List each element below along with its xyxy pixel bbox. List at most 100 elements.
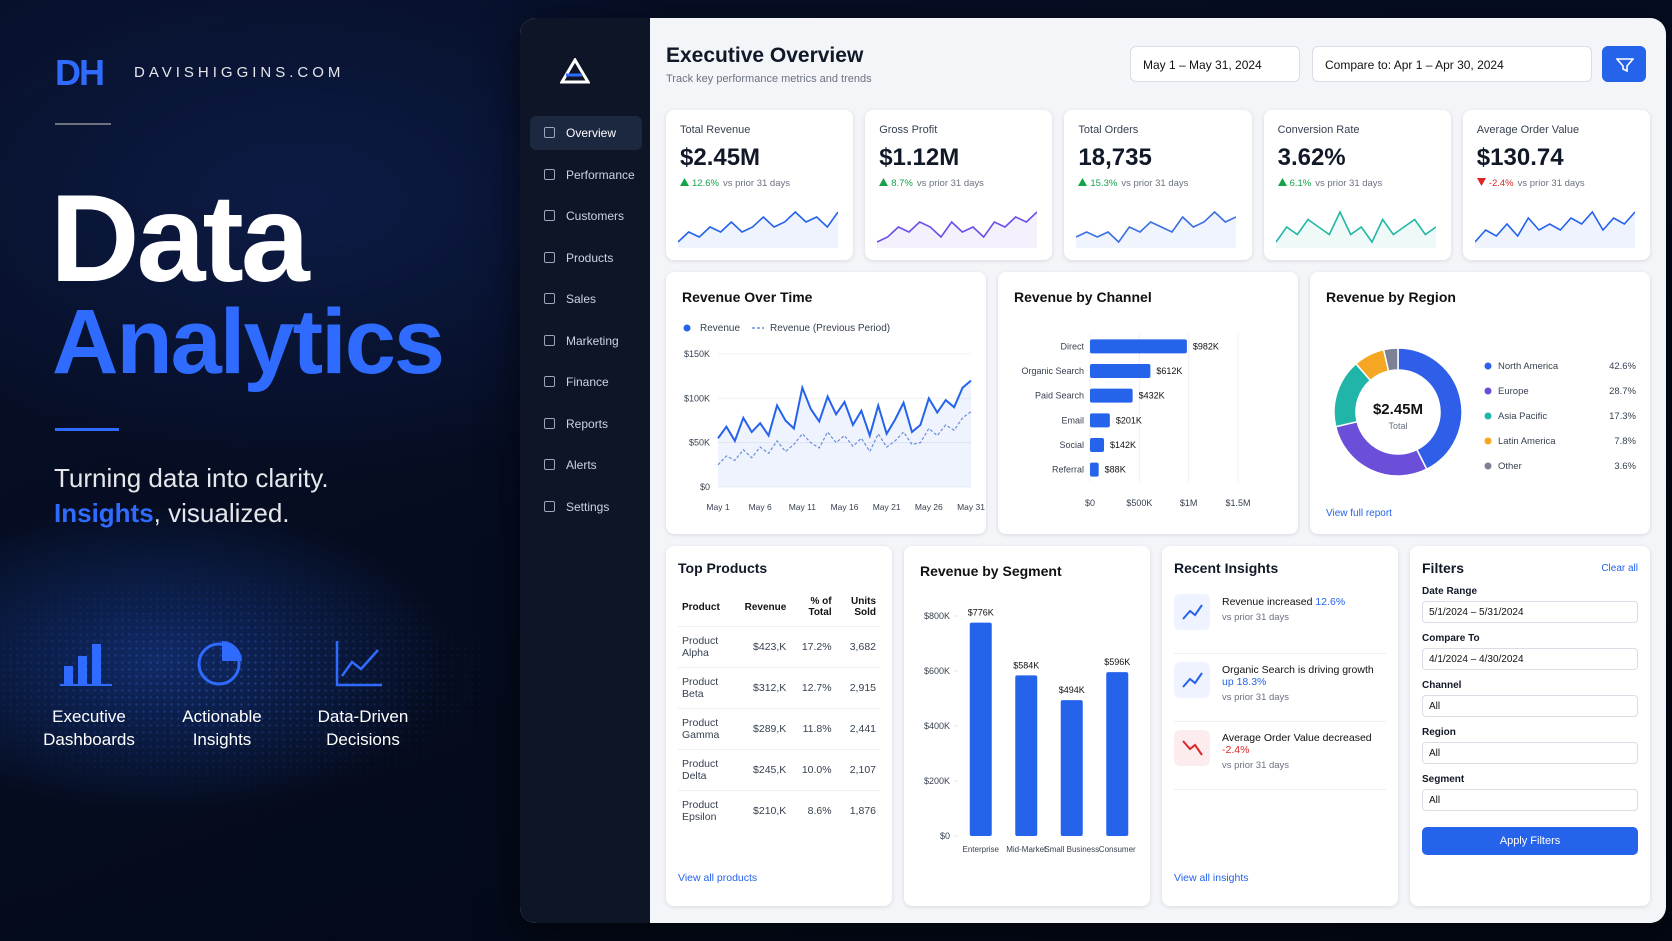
value-label: $494K <box>1059 685 1085 695</box>
insight-text: Average Order Value decreased -2.4% <box>1222 732 1386 756</box>
table-cell: 11.8% <box>790 708 836 750</box>
change-value: -2.4% <box>1488 178 1514 189</box>
trend-arrow <box>1078 178 1088 186</box>
bar <box>1060 700 1083 836</box>
filter-icon <box>1616 58 1634 72</box>
trend-arrow <box>680 178 689 186</box>
y-tick-label: $800K <box>924 611 950 621</box>
column-header: % of Total <box>808 596 832 618</box>
filter-input[interactable]: 5/1/2024 – 5/31/2024 <box>1422 601 1638 623</box>
nav-item[interactable]: Products <box>530 241 642 275</box>
legend-item: Revenue <box>683 323 740 334</box>
report-link[interactable]: View full report <box>1326 508 1392 519</box>
value-label: $982K <box>1193 341 1219 351</box>
filter-input[interactable]: All <box>1422 695 1638 717</box>
value-label: $201K <box>1116 415 1142 425</box>
value-label: 28.7% <box>1609 386 1636 397</box>
table-cell: 10.0% <box>790 749 836 791</box>
center-value: $2.45M <box>1373 401 1423 418</box>
legend-label: Other <box>1498 461 1522 472</box>
insight-text: Organic Search is driving growth up 18.3… <box>1222 664 1386 688</box>
compare-select[interactable]: Compare to: Apr 1 – Apr 30, 2024 <box>1312 46 1592 82</box>
x-tick-label: Enterprise <box>963 845 1000 854</box>
table-cell: Product Epsilon <box>678 790 741 831</box>
x-tick-label: $0 <box>1085 498 1095 508</box>
filter-input[interactable]: 4/1/2024 – 4/30/2024 <box>1422 648 1638 670</box>
kpi-label: Total Orders <box>1078 124 1139 136</box>
sparkline-area <box>877 212 1038 248</box>
page-title: Executive Overview <box>666 44 864 67</box>
x-tick-label: May 11 <box>789 502 817 512</box>
y-tick-label: Social <box>1059 440 1084 450</box>
x-tick-label: May 1 <box>706 502 729 512</box>
x-tick-label: $1M <box>1180 498 1198 508</box>
nav-label: Reports <box>566 416 609 431</box>
insight-message: Revenue increased <box>1222 596 1313 608</box>
sparkline-area <box>1474 212 1635 248</box>
trend-arrow <box>1476 178 1486 186</box>
kpi-label: Total Revenue <box>680 124 751 136</box>
card: Revenue Over Time Revenue Revenue (Previou… <box>666 272 986 534</box>
insight-icon <box>1174 662 1210 698</box>
kpi-change: 15.3% vs prior 31 days <box>1078 178 1237 189</box>
insight-glyph <box>1182 604 1203 620</box>
kpi-card: Total Revenue $2.45M 12.6% vs prior 31 days <box>666 110 854 260</box>
nav-item[interactable]: Sales <box>530 282 642 316</box>
feature-icon <box>60 644 112 686</box>
sparkline-line <box>877 211 1038 243</box>
filter-input[interactable]: All <box>1422 789 1638 811</box>
filter-input[interactable]: All <box>1422 742 1638 764</box>
value-label: $584K <box>1013 660 1039 670</box>
nav-item[interactable]: Finance <box>530 365 642 399</box>
page-subtitle: Track key performance metrics and trends <box>666 73 872 85</box>
filter-button[interactable] <box>1602 46 1646 82</box>
nav-item[interactable]: Performance <box>530 158 642 192</box>
table-cell: $423,K <box>740 626 791 668</box>
nav-item[interactable]: Customers <box>530 199 642 233</box>
kpi-value: $130.74 <box>1476 144 1564 171</box>
sparkline-area <box>1076 212 1237 248</box>
sparkline-line <box>678 210 838 243</box>
insight-message: Organic Search is driving growth <box>1222 664 1374 676</box>
change-note: vs prior 31 days <box>1121 178 1189 189</box>
bar <box>1090 364 1151 378</box>
chart-title: Revenue by Region <box>1326 289 1456 305</box>
kpi-card: Total Orders 18,735 15.3% vs prior 31 days <box>1064 110 1252 260</box>
nav-item[interactable]: Marketing <box>530 324 642 358</box>
insight-highlight: up 18.3% <box>1222 676 1267 688</box>
y-tick-label: $600K <box>924 666 950 676</box>
clear-link[interactable]: Clear all <box>1601 563 1638 574</box>
nav-icon <box>544 210 555 221</box>
x-tick-label: Small Business <box>1044 845 1099 854</box>
feature-label: Data-Driven Decisions <box>317 707 409 749</box>
y-tick-label: $100K <box>684 393 710 403</box>
sparkline <box>1076 210 1237 248</box>
legend-label: North America <box>1498 361 1559 372</box>
nav-item[interactable]: Alerts <box>530 448 642 482</box>
card: Top Products Product Revenue % of Total Uni… <box>666 546 892 906</box>
insights-link[interactable]: View all insights <box>1174 872 1249 884</box>
trend-arrow <box>1277 178 1287 186</box>
change-note: vs prior 31 days <box>916 178 984 189</box>
y-tick-label: Organic Search <box>1021 366 1084 376</box>
kpi-change: -2.4% vs prior 31 days <box>1476 178 1636 189</box>
bar <box>1090 462 1099 477</box>
table-cell: 2,107 <box>835 749 880 791</box>
column-header: Units Sold <box>851 596 876 618</box>
nav-item[interactable]: Overview <box>530 116 642 150</box>
dashboard: Overview Performance Customers Products Sale… <box>520 18 1666 923</box>
chart: Revenue by Channel $0 $500K $1M $1.5M Direct $… <box>1014 289 1251 508</box>
value-label: $88K <box>1105 465 1126 475</box>
nav-label: Performance <box>566 167 635 182</box>
glyph-line <box>1182 672 1203 688</box>
products-link[interactable]: View all products <box>678 872 758 884</box>
table-cell: $289,K <box>740 708 791 750</box>
legend-item: Revenue (Previous Period) <box>752 323 890 334</box>
center-label: Total <box>1388 421 1407 431</box>
date-picker[interactable]: May 1 – May 31, 2024 <box>1130 46 1300 82</box>
legend-swatch <box>1484 462 1492 470</box>
nav-item[interactable]: Reports <box>530 407 642 441</box>
nav-item[interactable]: Settings <box>530 490 642 524</box>
value-label: 3.6% <box>1614 461 1636 472</box>
apply-button[interactable]: Apply Filters <box>1422 827 1638 855</box>
